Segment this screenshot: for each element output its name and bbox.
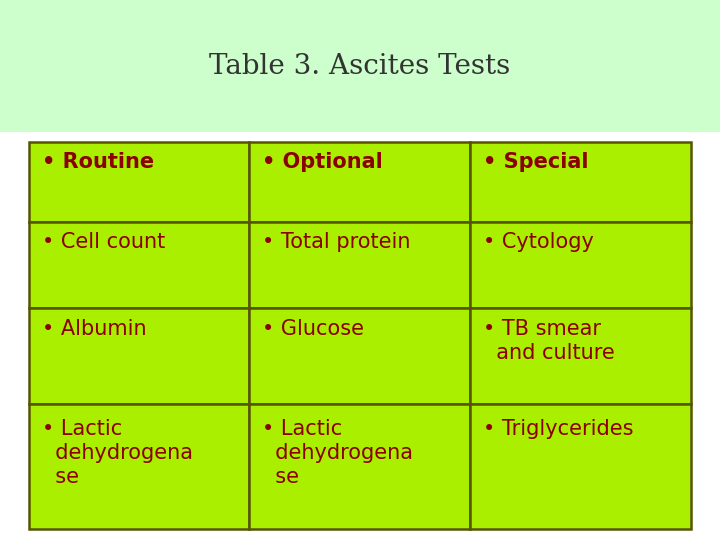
FancyBboxPatch shape: [0, 0, 720, 132]
FancyBboxPatch shape: [29, 142, 249, 221]
Text: • Optional: • Optional: [262, 152, 383, 172]
Text: • Special: • Special: [483, 152, 588, 172]
Text: • Routine: • Routine: [42, 152, 154, 172]
FancyBboxPatch shape: [470, 142, 691, 221]
Text: • Cell count: • Cell count: [42, 232, 165, 252]
Text: • Glucose: • Glucose: [262, 319, 364, 339]
FancyBboxPatch shape: [470, 308, 691, 404]
Text: • Triglycerides: • Triglycerides: [483, 420, 634, 440]
FancyBboxPatch shape: [29, 404, 249, 529]
Text: Table 3. Ascites Tests: Table 3. Ascites Tests: [210, 53, 510, 80]
Text: • TB smear
  and culture: • TB smear and culture: [483, 319, 615, 363]
FancyBboxPatch shape: [29, 221, 249, 308]
FancyBboxPatch shape: [470, 404, 691, 529]
Text: • Total protein: • Total protein: [262, 232, 411, 252]
Text: • Cytology: • Cytology: [483, 232, 594, 252]
FancyBboxPatch shape: [249, 142, 470, 221]
Text: • Lactic
  dehydrogena
  se: • Lactic dehydrogena se: [262, 420, 413, 488]
Text: • Albumin: • Albumin: [42, 319, 146, 339]
FancyBboxPatch shape: [29, 308, 249, 404]
FancyBboxPatch shape: [249, 404, 470, 529]
FancyBboxPatch shape: [470, 221, 691, 308]
FancyBboxPatch shape: [249, 308, 470, 404]
FancyBboxPatch shape: [249, 221, 470, 308]
Text: • Lactic
  dehydrogena
  se: • Lactic dehydrogena se: [42, 420, 193, 488]
